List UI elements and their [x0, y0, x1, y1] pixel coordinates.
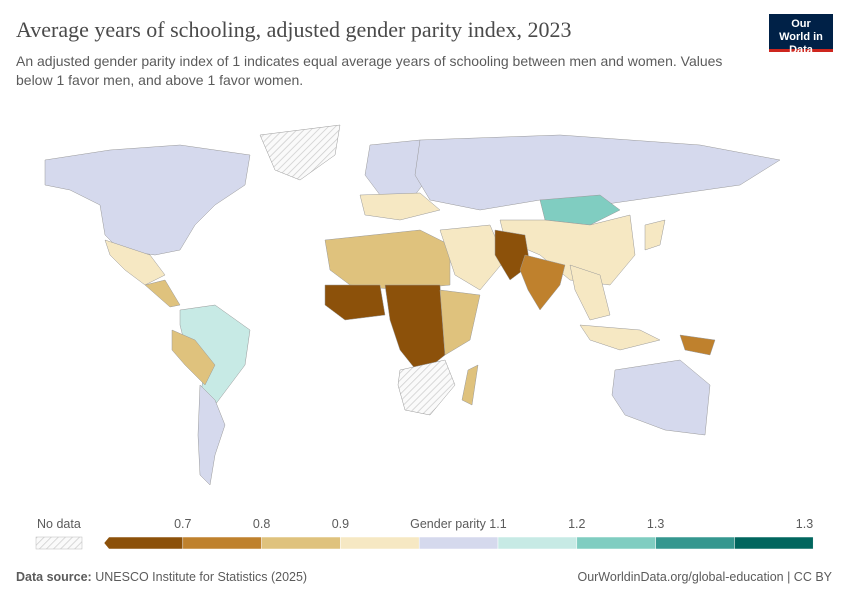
legend-tick-label: 1.3 [647, 517, 664, 531]
legend-tick-label: 0.8 [253, 517, 270, 531]
country-peru-bolivia[interactable] [171, 329, 216, 386]
owid-logo[interactable]: Our World in Data [769, 14, 833, 56]
country-indonesia[interactable] [579, 324, 661, 351]
legend-no-data-label: No data [37, 517, 81, 531]
legend-tick-label: 1.2 [568, 517, 585, 531]
country-japan[interactable] [644, 219, 666, 251]
country-central-africa[interactable] [384, 284, 446, 376]
country-north-africa[interactable] [324, 229, 451, 291]
legend-tick-label: 1.3 [796, 517, 813, 531]
legend-bin[interactable] [655, 536, 735, 550]
legend-bin[interactable] [103, 536, 184, 550]
country-southern-europe[interactable] [359, 192, 441, 221]
country-southeast-asia[interactable] [569, 264, 611, 321]
source-text: UNESCO Institute for Statistics (2025) [95, 570, 308, 584]
legend-bin[interactable] [497, 536, 578, 550]
legend-bin[interactable] [576, 536, 656, 550]
country-mongolia[interactable] [539, 194, 621, 226]
footer-url[interactable]: OurWorldinData.org/global-education | CC… [577, 570, 832, 584]
legend-bin[interactable] [182, 536, 262, 550]
legend-bin[interactable] [734, 536, 814, 550]
country-north-america[interactable] [44, 144, 251, 256]
legend-tick-label: 0.9 [332, 517, 349, 531]
legend-bin[interactable] [340, 536, 420, 550]
legend-title: Gender parity [410, 517, 486, 531]
country-argentina-chile[interactable] [197, 384, 226, 486]
legend: No data 0.7 0.8 0.9 1.1 1.2 1.3 1.3 Gender pari… [35, 517, 814, 550]
source-label: Data source: [16, 570, 92, 584]
country-madagascar[interactable] [461, 364, 479, 406]
legend-bin[interactable] [261, 536, 341, 550]
country-russia[interactable] [414, 134, 781, 211]
country-papua-new-guinea[interactable] [679, 334, 716, 356]
world-map [44, 124, 781, 486]
country-australia[interactable] [611, 359, 711, 436]
legend-no-data-swatch[interactable] [35, 536, 83, 550]
data-source: Data source: UNESCO Institute for Statis… [16, 570, 307, 584]
country-east-africa[interactable] [439, 289, 481, 356]
legend-tick-label: 0.7 [174, 517, 191, 531]
country-greenland[interactable] [259, 124, 341, 181]
country-southern-africa[interactable] [397, 359, 456, 416]
legend-tick-label: 1.1 [489, 517, 506, 531]
subtitle: An adjusted gender parity index of 1 ind… [16, 53, 723, 88]
country-middle-east[interactable] [439, 224, 506, 291]
country-west-africa[interactable] [324, 284, 386, 321]
legend-bin[interactable] [418, 536, 499, 550]
country-central-america[interactable] [144, 279, 181, 308]
country-india[interactable] [519, 254, 566, 311]
page-title: Average years of schooling, adjusted gen… [16, 17, 572, 42]
